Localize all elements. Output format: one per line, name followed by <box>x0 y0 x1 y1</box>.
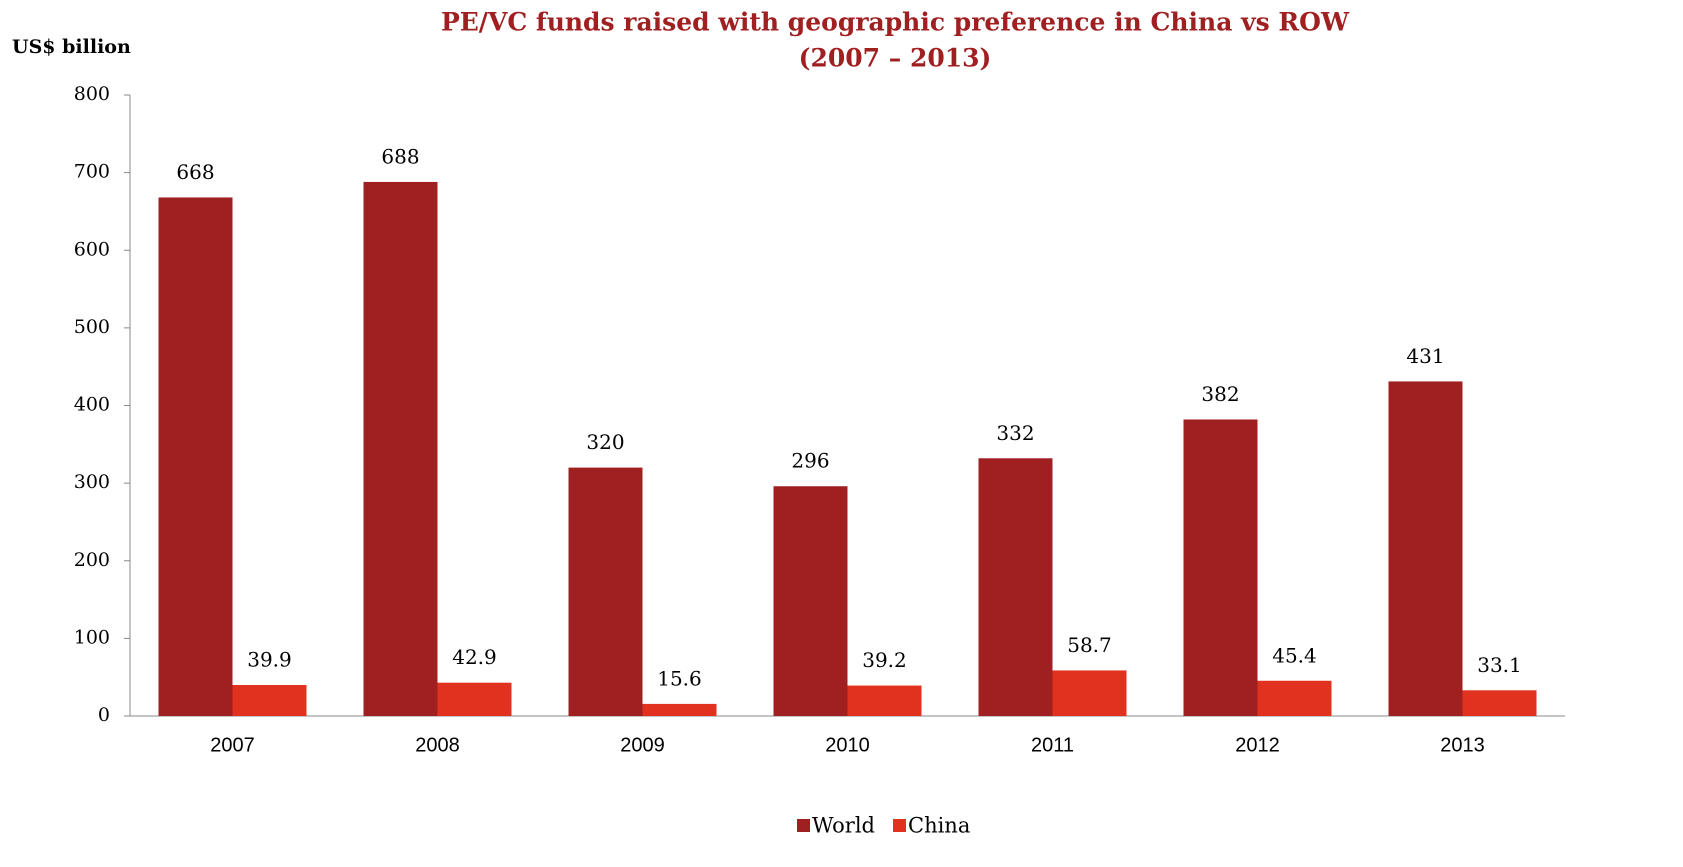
value-label: 45.4 <box>1272 643 1317 667</box>
y-tick-label: 100 <box>74 626 110 648</box>
bar <box>773 486 848 716</box>
y-tick-label: 700 <box>74 161 110 183</box>
bar <box>642 703 717 716</box>
chart-title: PE/VC funds raised with geographic prefe… <box>441 8 1350 37</box>
value-label: 15.6 <box>657 666 702 690</box>
value-label: 320 <box>586 430 624 454</box>
bar <box>978 458 1053 716</box>
y-tick-label: 400 <box>74 394 110 416</box>
value-label: 296 <box>791 449 829 473</box>
x-tick-label: 2012 <box>1235 734 1280 756</box>
x-tick-label: 2010 <box>825 734 870 756</box>
legend-swatch <box>893 819 906 832</box>
value-label: 688 <box>381 144 419 168</box>
bar <box>1257 680 1332 716</box>
value-label: 42.9 <box>452 645 497 669</box>
bar <box>232 685 307 716</box>
x-tick-label: 2007 <box>210 734 255 756</box>
bar <box>158 197 233 717</box>
bar <box>1052 670 1127 716</box>
y-tick-label: 200 <box>74 549 110 571</box>
bar <box>1183 419 1258 716</box>
value-label: 382 <box>1201 382 1239 406</box>
value-label: 33.1 <box>1477 653 1522 677</box>
x-tick-label: 2013 <box>1440 734 1485 756</box>
bar <box>437 682 512 716</box>
legend-label: World <box>812 814 875 838</box>
y-tick-label: 800 <box>74 83 110 105</box>
x-tick-label: 2011 <box>1031 734 1074 756</box>
y-axis-label: US$ billion <box>12 36 131 58</box>
y-tick-label: 300 <box>74 471 110 493</box>
y-tick-label: 600 <box>74 238 110 260</box>
value-label: 39.9 <box>247 648 292 672</box>
y-tick-label: 500 <box>74 316 110 338</box>
bar <box>1462 690 1537 716</box>
chart-title: (2007 – 2013) <box>799 44 992 73</box>
value-label: 58.7 <box>1067 633 1112 657</box>
value-label: 668 <box>176 160 214 184</box>
bar <box>847 685 922 716</box>
x-tick-label: 2009 <box>620 734 665 756</box>
value-label: 431 <box>1406 344 1444 368</box>
y-tick-label: 0 <box>98 704 110 726</box>
value-label: 39.2 <box>862 648 907 672</box>
legend-label: China <box>908 814 970 838</box>
bar <box>363 181 438 716</box>
bar <box>568 467 643 716</box>
legend-swatch <box>797 819 810 832</box>
bar <box>1388 381 1463 716</box>
value-label: 332 <box>996 421 1034 445</box>
x-tick-label: 2008 <box>415 734 460 756</box>
